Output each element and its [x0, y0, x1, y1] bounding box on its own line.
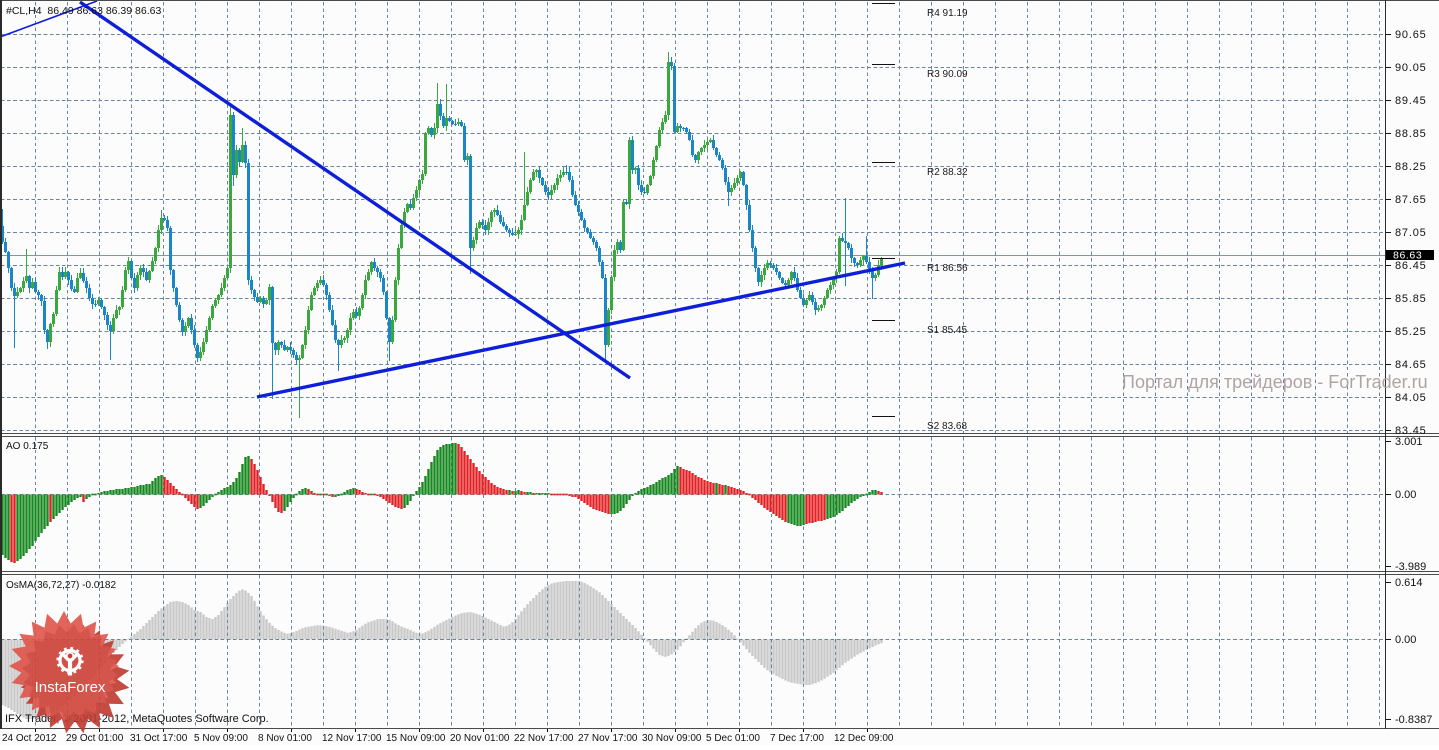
- svg-text:12 Nov 17:00: 12 Nov 17:00: [322, 733, 382, 744]
- svg-text:89.45: 89.45: [1395, 95, 1427, 107]
- svg-text:0.00: 0.00: [1395, 634, 1416, 646]
- svg-text:R4 91.19: R4 91.19: [927, 8, 968, 19]
- svg-text:0.00: 0.00: [1395, 489, 1416, 501]
- svg-text:88.25: 88.25: [1395, 161, 1427, 173]
- svg-text:5 Dec 01:00: 5 Dec 01:00: [706, 733, 760, 744]
- svg-text:86.63: 86.63: [1393, 250, 1422, 262]
- svg-text:OsMA(36,72,27) -0.0182: OsMA(36,72,27) -0.0182: [6, 580, 116, 591]
- svg-text:-3.989: -3.989: [1395, 561, 1426, 573]
- svg-text:90.65: 90.65: [1395, 29, 1427, 41]
- svg-text:R2 88.32: R2 88.32: [927, 167, 968, 178]
- svg-text:24 Oct 2012: 24 Oct 2012: [2, 733, 57, 744]
- svg-text:90.05: 90.05: [1395, 62, 1427, 74]
- svg-text:31 Oct 17:00: 31 Oct 17:00: [130, 733, 188, 744]
- svg-text:83.45: 83.45: [1395, 425, 1427, 437]
- svg-text:29 Oct 01:00: 29 Oct 01:00: [66, 733, 124, 744]
- svg-text:15 Nov 09:00: 15 Nov 09:00: [386, 733, 446, 744]
- svg-text:5 Nov 09:00: 5 Nov 09:00: [194, 733, 248, 744]
- svg-text:AO 0.175: AO 0.175: [6, 441, 49, 452]
- svg-text:85.85: 85.85: [1395, 293, 1427, 305]
- svg-text:84.05: 84.05: [1395, 392, 1427, 404]
- svg-text:8 Nov 01:00: 8 Nov 01:00: [258, 733, 312, 744]
- svg-text:85.25: 85.25: [1395, 326, 1427, 338]
- svg-text:R1 86.56: R1 86.56: [927, 263, 968, 274]
- svg-text:27 Nov 17:00: 27 Nov 17:00: [578, 733, 638, 744]
- svg-text:30 Nov 09:00: 30 Nov 09:00: [642, 733, 702, 744]
- svg-text:86.45: 86.45: [1395, 260, 1427, 272]
- svg-text:12 Dec 09:00: 12 Dec 09:00: [834, 733, 894, 744]
- svg-text:S2 83.68: S2 83.68: [927, 421, 967, 432]
- svg-text:87.65: 87.65: [1395, 194, 1427, 206]
- svg-text:20 Nov 01:00: 20 Nov 01:00: [450, 733, 510, 744]
- svg-text:7 Dec 17:00: 7 Dec 17:00: [770, 733, 824, 744]
- svg-text:Портал для трейдеров - ForTrad: Портал для трейдеров - ForTrader.ru: [1122, 372, 1428, 392]
- svg-text:84.65: 84.65: [1395, 359, 1427, 371]
- svg-text:0.614: 0.614: [1395, 577, 1423, 589]
- svg-text:88.85: 88.85: [1395, 128, 1427, 140]
- svg-text:S1 85.45: S1 85.45: [927, 325, 967, 336]
- svg-text:InstaForex: InstaForex: [35, 679, 106, 696]
- svg-text:87.05: 87.05: [1395, 227, 1427, 239]
- svg-text:3.001: 3.001: [1395, 436, 1423, 448]
- svg-text:22 Nov 17:00: 22 Nov 17:00: [514, 733, 574, 744]
- svg-text:-0.8387: -0.8387: [1395, 714, 1432, 726]
- svg-text:#CL,H4 86.49 86.63 86.39 86.6: #CL,H4 86.49 86.63 86.39 86.63: [6, 5, 161, 17]
- svg-text:R3 90.09: R3 90.09: [927, 69, 968, 80]
